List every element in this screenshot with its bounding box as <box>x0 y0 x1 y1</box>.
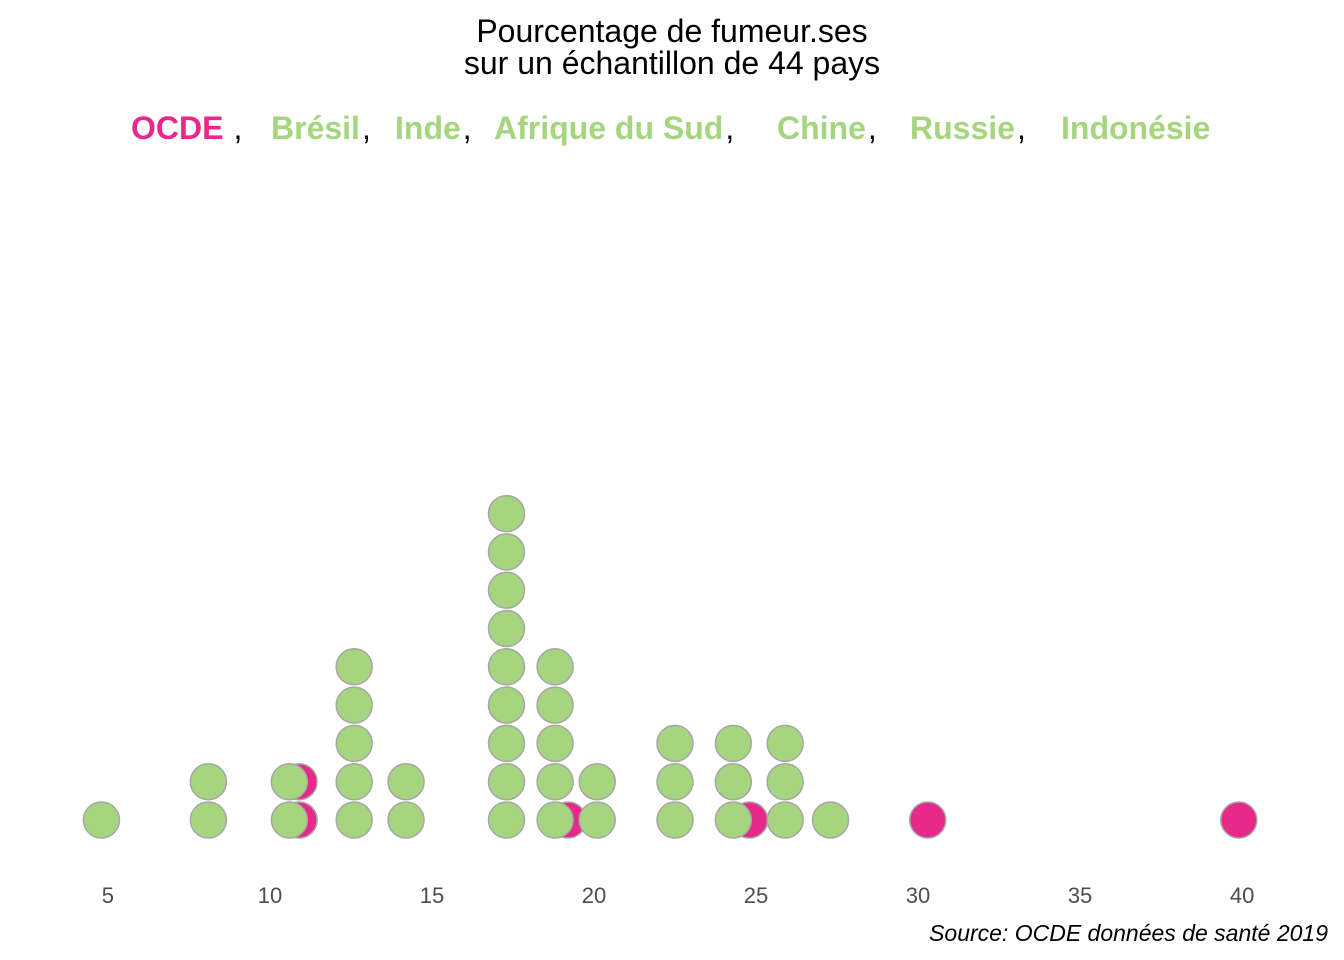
x-tick-label: 15 <box>420 883 444 908</box>
data-dot <box>656 762 694 801</box>
data-dot <box>487 571 526 609</box>
data-dot <box>766 724 804 763</box>
data-dot <box>387 801 425 839</box>
data-dot <box>714 724 753 763</box>
x-tick-label: 40 <box>1230 883 1254 908</box>
legend-item-4: Afrique du Sud <box>494 110 723 146</box>
x-tick-label: 10 <box>258 883 282 908</box>
data-dots <box>82 494 1258 839</box>
data-dot <box>487 609 526 648</box>
x-tick-label: 25 <box>744 883 768 908</box>
data-dot <box>766 801 804 839</box>
data-dot <box>909 801 947 839</box>
data-dot <box>270 801 309 839</box>
data-dot <box>487 762 526 801</box>
data-dot <box>536 762 574 801</box>
data-dot <box>335 762 373 801</box>
data-dot <box>656 724 694 763</box>
data-dot <box>656 801 694 839</box>
legend-separator-1: , <box>233 110 242 146</box>
data-dot <box>487 648 526 686</box>
data-dot <box>335 801 373 839</box>
data-dot <box>536 801 574 839</box>
data-dot <box>487 724 526 763</box>
data-dot <box>536 724 574 763</box>
data-dot <box>487 533 526 571</box>
data-dot <box>536 648 574 686</box>
data-dot <box>82 801 121 839</box>
legend-separator-4: , <box>725 110 734 146</box>
legend-separator-5: , <box>868 110 877 146</box>
data-dot <box>189 762 228 801</box>
chart-title-line-2: sur un échantillon de 44 pays <box>464 45 880 81</box>
legend-item-2: Brésil <box>271 110 360 146</box>
data-dot <box>387 762 425 801</box>
data-dot <box>1220 801 1258 839</box>
legend: OCDE, Brésil, Inde, Afrique du Sud, Chine, Ru… <box>131 110 1210 146</box>
chart-title-line-1: Pourcentage de fumeur.ses <box>476 13 867 49</box>
data-dot <box>714 801 753 839</box>
legend-item-5: Chine <box>777 110 866 146</box>
x-tick-label: 20 <box>582 883 606 908</box>
data-dot <box>189 801 228 839</box>
x-tick-label: 35 <box>1068 883 1092 908</box>
data-dot <box>487 686 526 724</box>
data-dot <box>335 648 373 686</box>
source-caption: Source: OCDE données de santé 2019 <box>929 920 1328 946</box>
data-dot <box>714 762 753 801</box>
data-dot <box>270 762 309 801</box>
data-dot <box>487 801 526 839</box>
data-dot <box>335 724 373 763</box>
legend-separator-6: , <box>1017 110 1026 146</box>
x-tick-label: 5 <box>102 883 114 908</box>
x-tick-label: 30 <box>906 883 930 908</box>
x-axis-ticks: 5 10 15 20 25 30 35 40 <box>102 883 1255 908</box>
data-dot <box>578 801 616 839</box>
data-dot <box>335 686 373 724</box>
legend-item-3: Inde <box>395 110 461 146</box>
legend-item-1: OCDE <box>131 110 223 146</box>
data-dot <box>487 494 526 533</box>
legend-separator-2: , <box>362 110 371 146</box>
data-dot <box>536 686 574 724</box>
legend-item-6: Russie <box>910 110 1015 146</box>
legend-item-7: Indonésie <box>1061 110 1210 146</box>
legend-separator-3: , <box>463 110 472 146</box>
data-dot <box>578 762 616 801</box>
data-dot <box>766 762 804 801</box>
data-dot <box>811 801 850 839</box>
